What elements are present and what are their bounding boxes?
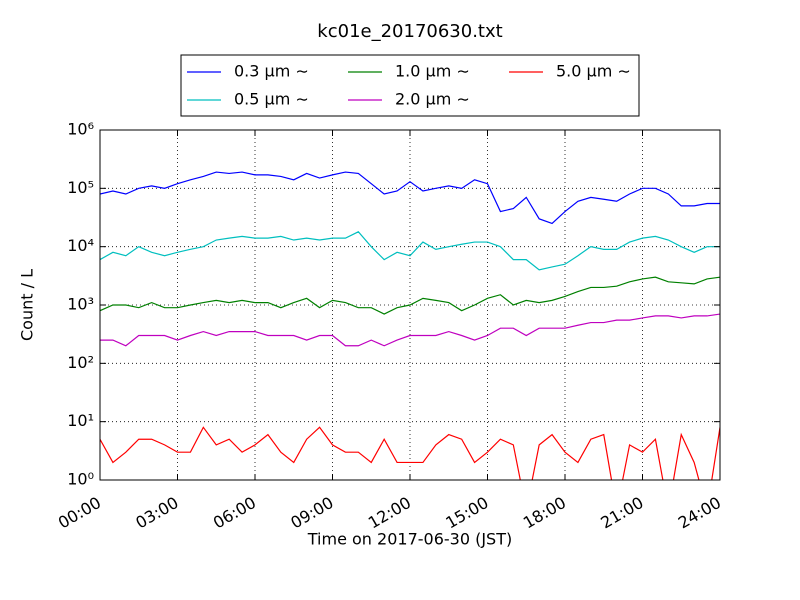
legend-box: [180, 54, 640, 117]
y-tick-label: 10⁴: [67, 236, 94, 255]
data-line: [100, 313, 720, 347]
legend-label: 5.0 μm ∼: [556, 62, 631, 81]
legend-label: 2.0 μm ∼: [395, 90, 470, 109]
plot-lines: [100, 171, 720, 480]
y-tick-label: 10⁶: [67, 120, 94, 139]
y-axis-label: Count / L: [18, 269, 37, 341]
data-line: [100, 171, 720, 225]
y-tick-label: 10¹: [67, 411, 94, 430]
data-line: [100, 426, 720, 480]
y-tick-label: 10⁰: [67, 470, 94, 489]
y-tick-label: 10³: [67, 295, 94, 314]
y-tick-label: 10²: [67, 353, 94, 372]
x-axis-label: Time on 2017-06-30 (JST): [307, 530, 512, 549]
data-line: [100, 231, 720, 271]
legend-label: 0.5 μm ∼: [234, 90, 309, 109]
legend-label: 1.0 μm ∼: [395, 62, 470, 81]
legend-label: 0.3 μm ∼: [234, 62, 309, 81]
y-tick-label: 10⁵: [67, 178, 94, 197]
chart-title: kc01e_20170630.txt: [317, 21, 502, 42]
data-line: [100, 276, 720, 315]
